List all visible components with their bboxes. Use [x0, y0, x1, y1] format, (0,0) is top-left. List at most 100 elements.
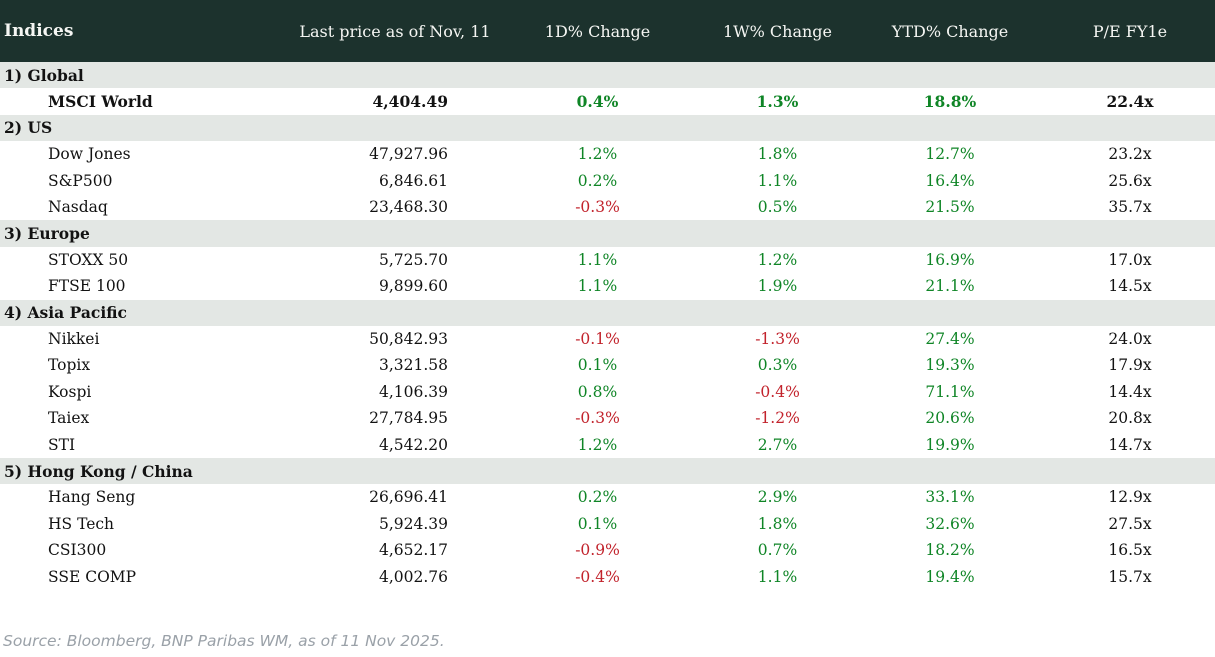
ytd-change: 19.9%: [925, 435, 975, 454]
last-price: 27,784.95: [369, 409, 448, 428]
table-row: HS Tech 5,924.39 0.1% 1.8% 32.6% 27.5x: [0, 511, 1215, 537]
pe-ratio: 35.7x: [1108, 198, 1152, 217]
1w-change: 0.5%: [757, 198, 798, 217]
ytd-change: 12.7%: [925, 145, 975, 164]
1d-change: -0.3%: [575, 409, 620, 428]
index-name: HS Tech: [48, 514, 115, 533]
index-name: CSI300: [48, 541, 107, 560]
last-price: 3,321.58: [378, 356, 448, 375]
section-label: 1) Global: [0, 62, 1215, 89]
section-row: 2) US: [0, 114, 1215, 142]
index-name: MSCI World: [48, 92, 153, 112]
pe-ratio: 17.0x: [1108, 250, 1152, 269]
pe-ratio: 14.7x: [1108, 435, 1152, 454]
ytd-change: 27.4%: [925, 330, 975, 349]
header-row: Indices Last price as of Nov, 11 1D% Cha…: [0, 0, 1215, 62]
1d-change: 1.1%: [577, 277, 618, 296]
table-row: STI 4,542.20 1.2% 2.7% 19.9% 14.7x: [0, 431, 1215, 457]
1d-change: -0.4%: [575, 567, 620, 586]
index-name: Topix: [48, 356, 91, 375]
ytd-change: 16.4%: [925, 171, 975, 190]
last-price: 4,652.17: [378, 541, 448, 560]
section-label: 3) Europe: [0, 220, 1215, 247]
ytd-change: 21.1%: [925, 277, 975, 296]
1w-change: 1.2%: [757, 250, 798, 269]
section-row: 3) Europe: [0, 220, 1215, 247]
table-row: Kospi 4,106.39 0.8% -0.4% 71.1% 14.4x: [0, 379, 1215, 405]
pe-ratio: 24.0x: [1108, 330, 1152, 349]
table-row: STOXX 50 5,725.70 1.1% 1.2% 16.9% 17.0x: [0, 247, 1215, 273]
ytd-change: 71.1%: [925, 382, 975, 401]
column-header-last-price: Last price as of Nov, 11: [299, 21, 491, 41]
index-name: Nasdaq: [48, 198, 108, 217]
pe-ratio: 15.7x: [1108, 567, 1152, 586]
index-name: Taiex: [48, 409, 90, 428]
last-price: 47,927.96: [369, 145, 448, 164]
1d-change: 0.1%: [577, 356, 618, 375]
last-price: 4,002.76: [378, 567, 448, 586]
pe-ratio: 25.6x: [1108, 171, 1152, 190]
1w-change: 1.3%: [756, 92, 799, 112]
section-row: 1) Global: [0, 62, 1215, 89]
table-row: Dow Jones 47,927.96 1.2% 1.8% 12.7% 23.2x: [0, 141, 1215, 167]
index-name: SSE COMP: [48, 567, 137, 586]
1w-change: 1.8%: [757, 145, 798, 164]
ytd-change: 16.9%: [925, 250, 975, 269]
ytd-change: 19.3%: [925, 356, 975, 375]
1d-change: 0.4%: [576, 92, 619, 112]
ytd-change: 18.2%: [925, 541, 975, 560]
index-name: Hang Seng: [48, 488, 136, 507]
section-row: 4) Asia Pacific: [0, 299, 1215, 326]
last-price: 5,924.39: [378, 514, 448, 533]
1d-change: 1.1%: [577, 250, 618, 269]
last-price: 5,725.70: [378, 250, 448, 269]
table-row: SSE COMP 4,002.76 -0.4% 1.1% 19.4% 15.7x: [0, 563, 1215, 589]
ytd-change: 18.8%: [923, 92, 977, 112]
pe-ratio: 22.4x: [1106, 92, 1154, 112]
ytd-change: 21.5%: [925, 198, 975, 217]
section-label: 4) Asia Pacific: [0, 299, 1215, 326]
column-header-pe: P/E FY1e: [1092, 21, 1168, 41]
source-note: Source: Bloomberg, BNP Paribas WM, as of…: [3, 632, 445, 650]
table-row: MSCI World 4,404.49 0.4% 1.3% 18.8% 22.4x: [0, 88, 1215, 114]
table-row: S&P500 6,846.61 0.2% 1.1% 16.4% 25.6x: [0, 168, 1215, 194]
pe-ratio: 12.9x: [1108, 488, 1152, 507]
last-price: 4,542.20: [378, 435, 448, 454]
1d-change: -0.3%: [575, 198, 620, 217]
pe-ratio: 27.5x: [1108, 514, 1152, 533]
ytd-change: 33.1%: [925, 488, 975, 507]
index-name: STI: [48, 435, 76, 454]
table-row: Hang Seng 26,696.41 0.2% 2.9% 33.1% 12.9x: [0, 484, 1215, 510]
index-name: STOXX 50: [48, 250, 129, 269]
pe-ratio: 14.4x: [1108, 382, 1152, 401]
last-price: 9,899.60: [378, 277, 448, 296]
1d-change: 1.2%: [577, 435, 618, 454]
indices-table: Indices Last price as of Nov, 11 1D% Cha…: [0, 0, 1215, 590]
pe-ratio: 17.9x: [1108, 356, 1152, 375]
table-row: Topix 3,321.58 0.1% 0.3% 19.3% 17.9x: [0, 352, 1215, 378]
column-header-ytd-change: YTD% Change: [891, 21, 1009, 41]
table-header: Indices Last price as of Nov, 11 1D% Cha…: [0, 0, 1215, 62]
section-label: 2) US: [0, 114, 1215, 142]
last-price: 26,696.41: [369, 488, 448, 507]
table-body: 1) Global MSCI World 4,404.49 0.4% 1.3% 18.8%…: [0, 62, 1215, 590]
1d-change: 0.1%: [577, 514, 618, 533]
column-header-1w-change: 1W% Change: [722, 21, 832, 41]
ytd-change: 19.4%: [925, 567, 975, 586]
last-price: 50,842.93: [369, 330, 448, 349]
section-row: 5) Hong Kong / China: [0, 457, 1215, 485]
last-price: 4,106.39: [378, 382, 448, 401]
index-name: Kospi: [48, 382, 92, 401]
1w-change: -1.2%: [755, 409, 800, 428]
index-name: S&P500: [48, 171, 113, 190]
last-price: 6,846.61: [378, 171, 448, 190]
index-name: Nikkei: [48, 330, 100, 349]
1d-change: 0.2%: [577, 488, 618, 507]
1d-change: 0.2%: [577, 171, 618, 190]
ytd-change: 20.6%: [925, 409, 975, 428]
1w-change: 1.9%: [757, 277, 798, 296]
1w-change: 0.7%: [757, 541, 798, 560]
1w-change: 1.1%: [757, 171, 798, 190]
table-row: Nikkei 50,842.93 -0.1% -1.3% 27.4% 24.0x: [0, 326, 1215, 352]
